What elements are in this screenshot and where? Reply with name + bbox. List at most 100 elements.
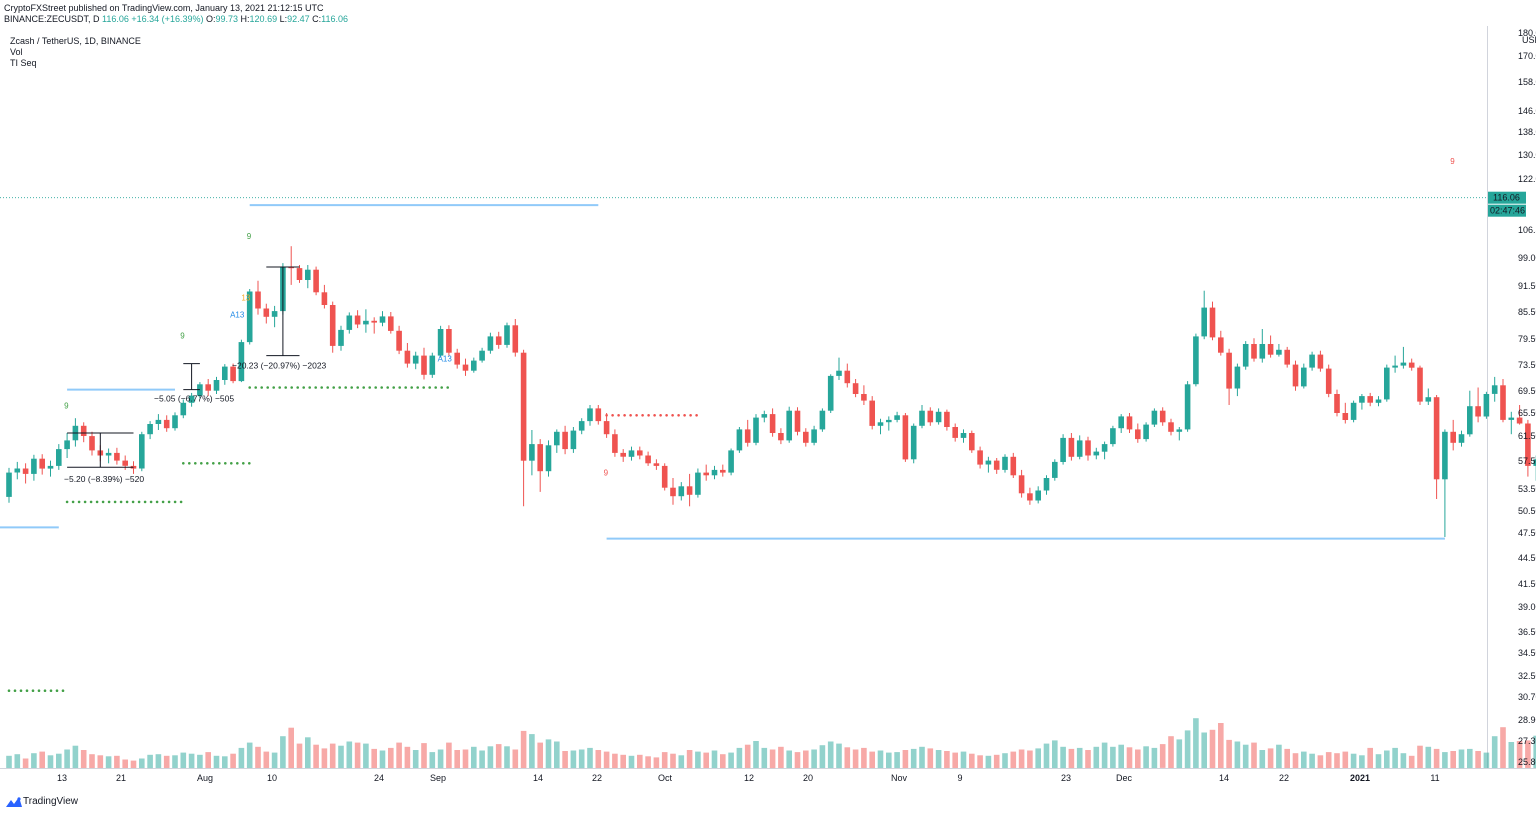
- price-tick: 39.00: [1518, 602, 1536, 612]
- volume-bar: [1500, 727, 1506, 768]
- candle-body: [520, 352, 527, 461]
- td-resistance-dots: [629, 414, 632, 417]
- tradingview-logo-icon[interactable]: [5, 796, 23, 808]
- candle-body: [238, 342, 245, 382]
- candle-body: [977, 450, 983, 465]
- volume-bar: [188, 753, 195, 768]
- price-chart[interactable]: −5.20 (−8.39%) −520 −5.05 (−6.77%) −505 −2…: [0, 26, 1536, 792]
- td-dots-low: [61, 689, 65, 692]
- price-tick: 122.00: [1518, 174, 1536, 184]
- candle-body: [612, 434, 618, 453]
- candle-body: [1301, 367, 1307, 387]
- chart-legend: Zcash / TetherUS, 1D, BINANCE Vol TI Seq: [10, 36, 141, 69]
- volume-bars: [6, 718, 1536, 769]
- volume-bar: [147, 754, 153, 769]
- volume-bar: [977, 755, 983, 768]
- legend-indicator[interactable]: TI Seq: [10, 58, 37, 68]
- td-support-dots: [188, 462, 191, 465]
- volume-bar: [877, 750, 884, 768]
- volume-bar: [1483, 752, 1490, 768]
- candle-body: [246, 291, 253, 343]
- td-support-dots: [218, 462, 221, 465]
- low-value: 92.47: [287, 14, 310, 24]
- volume-bar: [1525, 740, 1531, 768]
- td-resistance-dots: [611, 414, 614, 417]
- candle-body: [1151, 410, 1158, 425]
- volume-bar: [952, 752, 958, 768]
- volume-bar: [603, 751, 610, 768]
- candle-body: [296, 268, 303, 280]
- td-resistance-dots: [647, 414, 650, 417]
- volume-bar: [495, 744, 502, 768]
- time-tick: Dec: [1116, 773, 1133, 783]
- candle-body: [1168, 422, 1174, 432]
- high-value: 120.69: [249, 14, 278, 24]
- candle-body: [271, 311, 278, 317]
- volume-bar: [64, 749, 70, 769]
- volume-bar: [205, 752, 211, 768]
- candle-body: [969, 433, 975, 451]
- volume-bar: [1475, 751, 1481, 768]
- candle-body: [1350, 402, 1357, 420]
- td-support-dots: [302, 386, 306, 389]
- td-dots-low: [49, 689, 53, 692]
- candle-body: [313, 269, 319, 293]
- change-value: +16.34 (+16.39%): [131, 14, 204, 24]
- td-resistance-dots: [623, 414, 626, 417]
- td-support-dots: [410, 386, 414, 389]
- volume-bar: [894, 752, 900, 768]
- candle-body: [56, 449, 62, 466]
- candle-body: [14, 468, 21, 473]
- price-tick: 25.80: [1518, 757, 1536, 767]
- volume-bar: [993, 754, 1000, 769]
- price-tick: 170.00: [1518, 51, 1536, 61]
- price-tick: 47.50: [1518, 528, 1536, 538]
- legend-title[interactable]: Zcash / TetherUS, 1D, BINANCE: [10, 36, 141, 46]
- legend-vol[interactable]: Vol: [10, 47, 23, 57]
- td-support-dots: [77, 500, 81, 504]
- volume-bar: [869, 751, 875, 768]
- candle-body: [1433, 397, 1440, 480]
- candle-body: [1284, 349, 1290, 365]
- volume-bar: [1068, 748, 1075, 768]
- time-axis[interactable]: 13 21 Aug 10 24 Sep 14 22 Oct 12 20 Nov 9 23 Dec 14 22 20…: [57, 773, 1440, 783]
- candle-body: [852, 383, 859, 394]
- volume-bar: [711, 750, 718, 768]
- candle-body: [163, 419, 170, 429]
- volume-bar: [1384, 750, 1390, 768]
- price-tick: 57.50: [1518, 456, 1536, 466]
- td-support-dots: [236, 462, 239, 465]
- td-support-dots: [89, 500, 93, 504]
- candle-body: [80, 425, 87, 436]
- td-count-label: 9: [180, 331, 185, 340]
- tradingview-brand[interactable]: TradingView: [23, 796, 79, 807]
- td-support-dots: [260, 386, 264, 389]
- candle-body: [421, 355, 427, 375]
- candle-body: [695, 472, 701, 495]
- volume-bar: [263, 751, 270, 768]
- volume-bar: [753, 741, 759, 768]
- volume-bar: [645, 756, 651, 768]
- candle-body: [288, 267, 294, 269]
- close-value: 116.06: [102, 14, 129, 24]
- candle-body: [1118, 416, 1124, 429]
- price-axis[interactable]: 180.00 170.00 158.00 146.00 138.00 130.00 122.…: [1488, 28, 1536, 767]
- candle-body: [678, 486, 685, 497]
- volume-bar: [661, 752, 668, 768]
- candle-body: [31, 458, 37, 474]
- td-dots-low: [43, 689, 47, 692]
- candle-body: [844, 370, 851, 384]
- volume-bar: [396, 742, 402, 768]
- volume-bar: [122, 759, 128, 768]
- candle-body: [437, 329, 444, 356]
- volume-bar: [354, 742, 361, 768]
- td-a13-label: A13: [438, 355, 453, 364]
- price-tick: 41.50: [1518, 579, 1536, 589]
- price-tick: 34.50: [1518, 648, 1536, 658]
- candle-body: [728, 450, 734, 473]
- time-tick: 12: [744, 773, 754, 783]
- td-support-dots: [137, 500, 141, 504]
- volume-bar: [280, 736, 286, 768]
- td-dotted-levels: [7, 386, 698, 692]
- volume-bar: [794, 752, 801, 768]
